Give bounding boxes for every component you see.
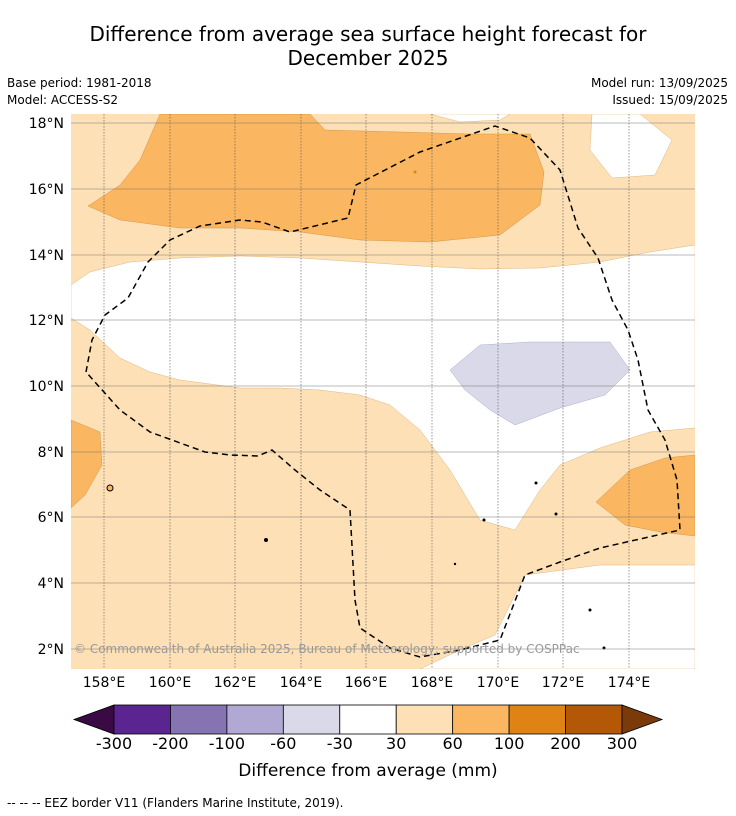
- band-neutral-north: [429, 114, 511, 123]
- island: [482, 518, 486, 522]
- colorbar-segment: [113, 704, 171, 735]
- island: [554, 512, 558, 516]
- colorbar-segment: [339, 704, 397, 735]
- colorbar-segment: [395, 704, 454, 735]
- title-line-1: Difference from average sea surface heig…: [89, 22, 647, 46]
- map-area: © Commonwealth of Australia 2025, Bureau…: [71, 114, 695, 669]
- gridlines: [103, 114, 630, 669]
- island: [413, 170, 417, 174]
- lon-tick-label: 166°E: [345, 675, 388, 691]
- lat-tick-label: 8°N: [38, 445, 64, 461]
- lon-tick-label: 160°E: [149, 675, 192, 691]
- band-neutral-central: [71, 244, 695, 531]
- base-period: Base period: 1981-2018: [7, 76, 152, 90]
- lon-axis: 158°E 160°E 162°E 164°E 166°E 168°E 170°…: [83, 675, 651, 691]
- metadata-left: Base period: 1981-2018 Model: ACCESS-S2: [7, 75, 152, 109]
- colorbar-segment: [282, 704, 341, 735]
- colorbar-label: Difference from average (mm): [238, 761, 498, 781]
- colorbar-extend-max: [621, 704, 664, 735]
- colorbar-tick-label: 30: [386, 734, 407, 753]
- colorbar-segment: [452, 704, 510, 735]
- colorbar: [72, 704, 664, 735]
- band-60-100-north: [87, 114, 545, 243]
- island: [106, 484, 114, 492]
- colorbar-extend-min: [72, 704, 115, 735]
- lat-tick-label: 16°N: [29, 182, 64, 198]
- colorbar-segment: [565, 704, 623, 735]
- colorbar-tick-label: 300: [606, 734, 638, 753]
- colorbar-segment: [226, 704, 284, 735]
- colorbar-tick-label: 100: [493, 734, 525, 753]
- lat-tick-label: 18°N: [29, 116, 64, 132]
- lat-tick-label: 14°N: [29, 248, 64, 264]
- lon-tick-label: 170°E: [477, 675, 520, 691]
- band-neutral-northeast: [589, 114, 673, 179]
- chart-title: Difference from average sea surface heig…: [0, 22, 736, 70]
- model-run: Model run: 13/09/2025: [590, 76, 728, 90]
- lon-tick-label: 168°E: [411, 675, 454, 691]
- lon-tick-label: 164°E: [280, 675, 323, 691]
- issued-date: Issued: 15/09/2025: [612, 93, 728, 107]
- colorbar-segment: [508, 704, 566, 735]
- band-neutral-southeast: [419, 564, 695, 669]
- lat-tick-label: 4°N: [38, 576, 64, 592]
- colorbar-tick-label: -300: [95, 734, 133, 753]
- colorbar-tick-label: -60: [270, 734, 297, 753]
- colorbar-segment: [170, 704, 228, 735]
- island: [588, 608, 592, 612]
- colorbar-tick-label: -100: [208, 734, 246, 753]
- lat-axis: 18°N 16°N 14°N 12°N 10°N 8°N 6°N 4°N 2°N: [29, 116, 64, 658]
- band-minus-30-60: [449, 341, 631, 426]
- band-60-100-west: [71, 419, 103, 509]
- lat-tick-label: 10°N: [29, 379, 64, 395]
- lat-tick-label: 2°N: [38, 642, 64, 658]
- eez-legend-note: -- -- -- EEZ border V11 (Flanders Marine…: [7, 796, 344, 810]
- model-name: Model: ACCESS-S2: [7, 93, 119, 107]
- colorbar-tick-label: 60: [442, 734, 463, 753]
- island: [264, 538, 268, 542]
- metadata-right: Model run: 13/09/2025 Issued: 15/09/2025: [591, 75, 728, 109]
- lat-tick-label: 6°N: [38, 510, 64, 526]
- lon-tick-label: 158°E: [83, 675, 126, 691]
- colorbar-tick-label: -200: [152, 734, 189, 753]
- band-60-100-east: [595, 454, 695, 537]
- copyright-notice: © Commonwealth of Australia 2025, Bureau…: [74, 642, 580, 656]
- colorbar-tick-label: -30: [326, 734, 353, 753]
- colorbar-tick-label: 200: [550, 734, 581, 753]
- lon-tick-label: 174°E: [608, 675, 651, 691]
- lon-tick-label: 162°E: [214, 675, 257, 691]
- lon-tick-label: 172°E: [542, 675, 585, 691]
- lat-tick-label: 12°N: [29, 313, 64, 329]
- island: [453, 562, 457, 566]
- lat-gridlines: [71, 122, 695, 650]
- island: [534, 481, 538, 485]
- title-line-2: December 2025: [287, 46, 449, 70]
